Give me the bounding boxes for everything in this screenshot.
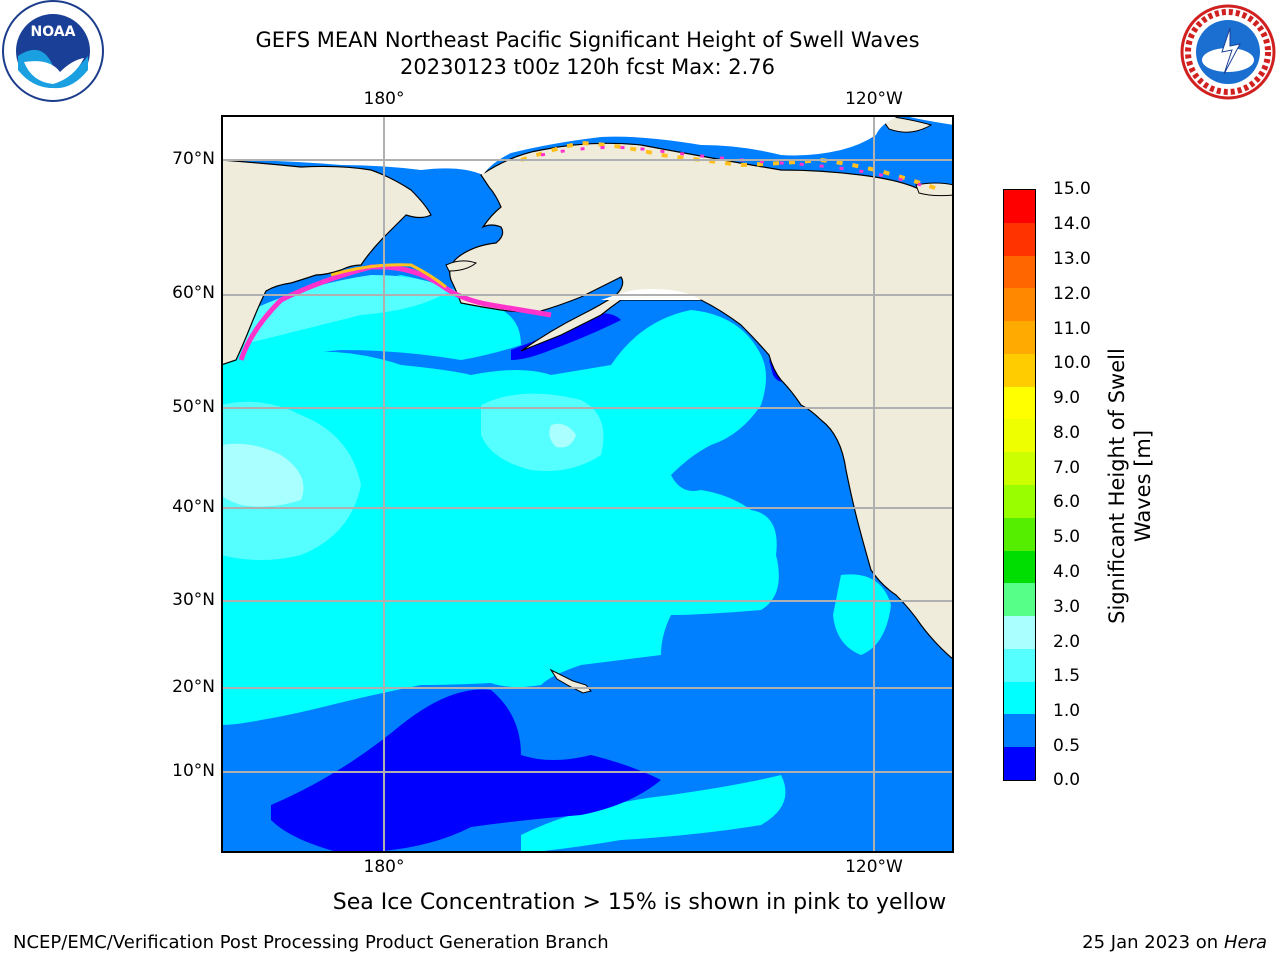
colorbar-tick: 11.0 — [1053, 319, 1091, 339]
colorbar-segment — [1004, 616, 1035, 650]
lon-label-top-180: 180° — [363, 89, 405, 109]
colorbar-title-line2: Waves [m] — [1131, 429, 1155, 543]
swell-map — [220, 114, 955, 853]
national-weather-service-logo-icon — [1178, 4, 1278, 100]
credit-line: NCEP/EMC/Verification Post Processing Pr… — [13, 932, 609, 953]
colorbar-segment — [1004, 222, 1035, 257]
colorbar-segment — [1004, 485, 1035, 519]
colorbar-segment — [1004, 550, 1035, 584]
colorbar-tick: 3.0 — [1053, 597, 1081, 617]
date-text: 25 Jan 2023 on — [1082, 932, 1224, 953]
colorbar-tick: 8.0 — [1053, 423, 1081, 443]
colorbar-segment — [1004, 321, 1035, 355]
colorbar-tick: 1.5 — [1053, 666, 1081, 686]
swell-band-east-patch — [833, 574, 891, 655]
colorbar-tick: 0.0 — [1053, 770, 1081, 790]
swell-band-1.0-1.5 — [221, 310, 779, 725]
system-name: Hera — [1223, 932, 1267, 953]
colorbar-segment — [1004, 386, 1035, 420]
colorbar-title: Significant Height of Swell Waves [m] — [1104, 316, 1156, 656]
lon-label-bottom-180: 180° — [363, 857, 405, 877]
lat-label-20n: 20°N — [172, 677, 215, 697]
colorbar-segment — [1004, 353, 1035, 388]
colorbar-tick: 2.0 — [1053, 632, 1081, 652]
swell-band-tropical — [521, 775, 786, 853]
colorbar-segment — [1004, 681, 1035, 715]
sea-ice-arctic-pink — [540, 145, 922, 187]
colorbar-tick: 1.0 — [1053, 701, 1081, 721]
colorbar-segment — [1004, 517, 1035, 552]
lat-label-30n: 30°N — [172, 590, 215, 610]
colorbar-tick: 13.0 — [1053, 249, 1091, 269]
map-frame — [221, 115, 954, 853]
sea-ice-arctic — [520, 140, 942, 192]
lat-label-10n: 10°N — [172, 761, 215, 781]
colorbar-tick: 7.0 — [1053, 458, 1081, 478]
swell-band-aleutian — [221, 275, 521, 375]
noaa-logo-text: NOAA — [31, 24, 76, 40]
lat-label-70n: 70°N — [172, 149, 215, 169]
graticule — [221, 115, 954, 853]
colorbar-segment — [1004, 419, 1035, 453]
colorbar-tick: 5.0 — [1053, 527, 1081, 547]
colorbar-tick: 10.0 — [1053, 353, 1091, 373]
lat-label-40n: 40°N — [172, 497, 215, 517]
land-siberia — [220, 159, 432, 366]
sea-ice-bering-edge — [330, 263, 447, 289]
swell-band-1.5-2.0-north — [241, 275, 451, 345]
colorbar-segment — [1004, 452, 1035, 486]
sea-ice-note: Sea Ice Concentration > 15% is shown in … — [332, 890, 947, 915]
colorbar-segment — [1004, 583, 1035, 617]
lon-label-top-120w: 120°W — [845, 89, 903, 109]
date-line: 25 Jan 2023 on Hera — [1082, 932, 1267, 953]
land-small-island-1 — [445, 260, 478, 272]
swell-band-2.0-3.0-central — [549, 423, 576, 448]
colorbar-tick: 6.0 — [1053, 492, 1081, 512]
colorbar-segment — [1004, 714, 1035, 748]
noaa-logo-icon: NOAA — [2, 0, 104, 102]
map-subtitle: 20230123 t00z 120h fcst Max: 2.76 — [400, 55, 775, 79]
swell-band-1.5-2.0-central — [481, 393, 604, 471]
colorbar-segment — [1004, 648, 1035, 683]
map-title: GEFS MEAN Northeast Pacific Significant … — [255, 28, 920, 52]
colorbar-segment — [1004, 747, 1035, 781]
colorbar-tick: 12.0 — [1053, 284, 1091, 304]
colorbar — [1003, 189, 1036, 781]
sea-ice-bering — [238, 264, 552, 361]
colorbar-segment — [1004, 255, 1035, 289]
colorbar-tick: 4.0 — [1053, 562, 1081, 582]
land-small-island-3 — [877, 114, 933, 133]
colorbar-title-line1: Significant Height of Swell — [1105, 348, 1129, 624]
colorbar-tick: 0.5 — [1053, 736, 1081, 756]
colorbar-tick: 9.0 — [1053, 388, 1081, 408]
colorbar-segment — [1004, 288, 1035, 322]
lon-label-bottom-120w: 120°W — [845, 857, 903, 877]
colorbar-tick: 15.0 — [1053, 179, 1091, 199]
land-small-island-4 — [915, 182, 955, 197]
colorbar-tick: 14.0 — [1053, 214, 1091, 234]
colorbar-segment — [1004, 190, 1035, 224]
lat-label-50n: 50°N — [172, 397, 215, 417]
swell-band-2.0-3.0-west — [221, 443, 304, 507]
lat-label-60n: 60°N — [172, 283, 215, 303]
swell-band-0.0-0.5-gulf — [511, 313, 621, 360]
map-canvas — [220, 114, 955, 853]
